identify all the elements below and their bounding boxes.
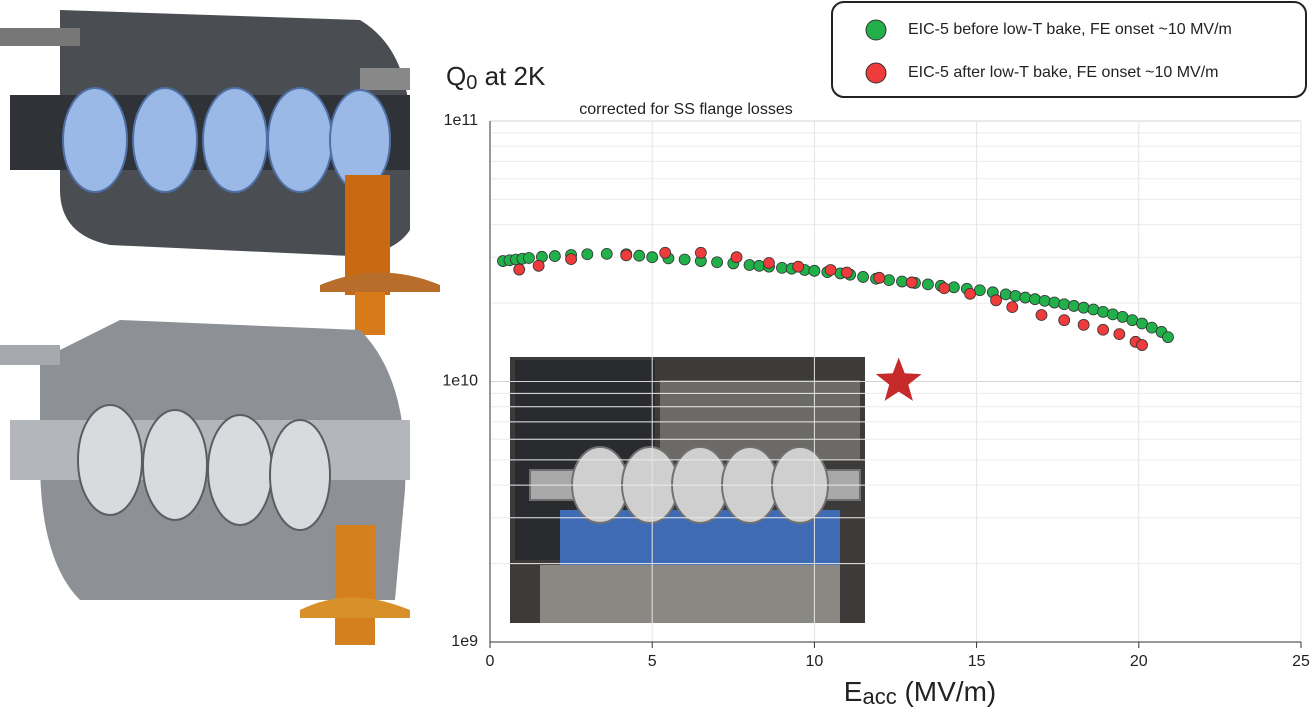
data-point: [1020, 292, 1031, 303]
data-point: [825, 264, 836, 275]
data-point: [523, 252, 534, 263]
data-point: [1029, 294, 1040, 305]
data-point: [1039, 295, 1050, 306]
data-point: [965, 288, 976, 299]
y-tick-label: 1e9: [451, 633, 478, 650]
data-point: [991, 295, 1002, 306]
data-point: [712, 257, 723, 268]
data-point: [896, 276, 907, 287]
x-tick-label: 25: [1292, 653, 1310, 670]
data-point: [754, 260, 765, 271]
x-tick-label: 5: [648, 653, 657, 670]
data-point: [809, 265, 820, 276]
data-point: [695, 247, 706, 258]
data-point: [1078, 302, 1089, 313]
data-point: [1049, 297, 1060, 308]
data-point: [533, 260, 544, 271]
x-tick-label: 15: [968, 653, 986, 670]
x-axis-label: Eacc (MV/m): [844, 676, 996, 708]
subtitle: corrected for SS flange losses: [579, 101, 792, 118]
data-point: [1000, 289, 1011, 300]
slide: EIC-5 before low-T bake, FE onset ~10 MV…: [0, 0, 1314, 712]
data-point: [1127, 315, 1138, 326]
x-label-main: E: [844, 676, 863, 707]
data-point: [1088, 304, 1099, 315]
data-point: [514, 264, 525, 275]
title-rest: at 2K: [477, 61, 546, 91]
data-point: [1114, 329, 1125, 340]
data-point: [1162, 332, 1173, 343]
data-point: [793, 261, 804, 272]
data-point: [1078, 319, 1089, 330]
data-point: [922, 279, 933, 290]
x-label-rest: (MV/m): [897, 676, 997, 707]
x-tick-label: 0: [486, 653, 495, 670]
x-label-sub: acc: [862, 684, 896, 709]
legend-marker: [866, 63, 886, 83]
legend-label: EIC-5 after low-T bake, FE onset ~10 MV/…: [908, 64, 1219, 81]
data-point: [841, 267, 852, 278]
star-marker: [876, 358, 922, 401]
chart-title: Q0 at 2K: [446, 61, 546, 94]
data-point: [660, 247, 671, 258]
cad-image-bottom: [0, 320, 410, 645]
data-point: [1117, 311, 1128, 322]
data-point: [582, 249, 593, 260]
y-tick-label: 1e11: [444, 112, 479, 129]
title-main: Q: [446, 61, 466, 91]
data-point: [763, 258, 774, 269]
x-tick-label: 10: [806, 653, 824, 670]
y-tick-label: 1e10: [442, 373, 478, 390]
data-point: [1059, 299, 1070, 310]
data-point: [1098, 306, 1109, 317]
data-point: [621, 250, 632, 261]
data-point: [601, 248, 612, 259]
legend-box: [832, 2, 1306, 97]
data-point: [1098, 324, 1109, 335]
data-point: [731, 252, 742, 263]
data-point: [679, 254, 690, 265]
data-point: [647, 252, 658, 263]
data-point: [1059, 315, 1070, 326]
legend-label: EIC-5 before low-T bake, FE onset ~10 MV…: [908, 21, 1232, 38]
data-point: [884, 275, 895, 286]
data-point: [948, 282, 959, 293]
data-point: [1137, 340, 1148, 351]
legend-marker: [866, 20, 886, 40]
data-point: [874, 272, 885, 283]
data-point: [776, 262, 787, 273]
data-point: [1010, 290, 1021, 301]
data-point: [939, 283, 950, 294]
data-point: [1068, 300, 1079, 311]
page: EIC-5 before low-T bake, FE onset ~10 MV…: [0, 0, 1314, 712]
data-point: [1107, 309, 1118, 320]
data-point: [549, 251, 560, 262]
data-point: [566, 254, 577, 265]
data-point: [1007, 302, 1018, 313]
data-point: [858, 271, 869, 282]
photo-inset: [510, 357, 865, 623]
data-point: [1036, 310, 1047, 321]
data-point: [634, 250, 645, 261]
data-point: [744, 260, 755, 271]
cad-image-top: [0, 10, 440, 335]
title-sub: 0: [466, 72, 477, 94]
data-point: [906, 277, 917, 288]
x-tick-label: 20: [1130, 653, 1148, 670]
